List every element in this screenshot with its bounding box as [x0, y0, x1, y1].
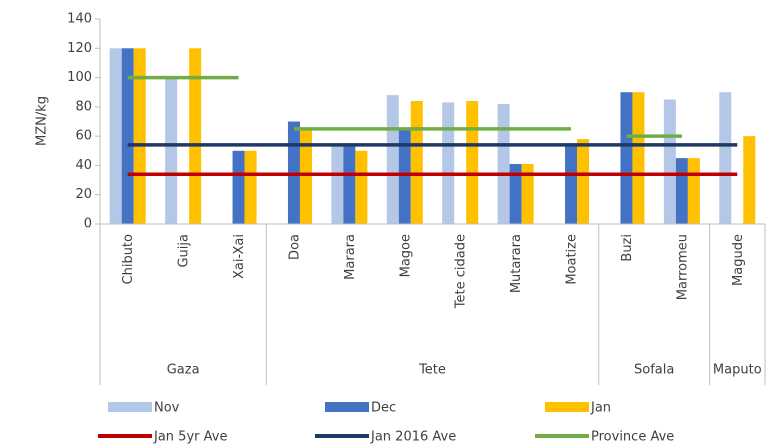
y-tick-label: 0: [84, 217, 92, 232]
legend-swatch: [545, 402, 589, 412]
y-axis-label: MZN/kg: [35, 96, 50, 146]
bar: [466, 101, 479, 224]
y-tick-label: 120: [67, 41, 92, 56]
x-tick-label: Buzi: [620, 234, 635, 262]
y-tick-label: 60: [75, 129, 92, 144]
x-tick-label: Magude: [731, 234, 746, 286]
bar: [232, 150, 245, 224]
bar: [331, 143, 344, 224]
group-label: Sofala: [634, 363, 674, 378]
bar: [521, 163, 534, 224]
y-tick-label: 80: [75, 99, 92, 114]
legend-label: Nov: [154, 401, 180, 416]
legend-label: Dec: [371, 401, 396, 416]
bar: [620, 92, 633, 224]
bar: [343, 143, 356, 224]
bar: [133, 48, 146, 225]
bar: [398, 128, 411, 224]
bar: [109, 48, 122, 225]
bar: [189, 48, 202, 225]
bar: [663, 99, 676, 224]
x-tick-label: Guija: [177, 234, 192, 268]
bar: [299, 128, 312, 224]
x-tick-label: Mutarara: [509, 234, 524, 293]
legend-label: Jan 2016 Ave: [370, 430, 456, 445]
legend-label: Province Ave: [591, 430, 674, 445]
x-tick-label: Moatize: [565, 234, 580, 285]
bar: [687, 158, 700, 224]
bar: [442, 102, 455, 224]
y-tick-label: 100: [67, 70, 92, 85]
bar: [565, 143, 578, 224]
group-label: Tete: [418, 363, 446, 378]
y-tick-label: 20: [75, 187, 92, 202]
y-tick-label: 40: [75, 158, 92, 173]
bar: [509, 163, 522, 224]
x-tick-label: Marromeu: [675, 234, 690, 300]
bar: [244, 150, 257, 224]
bar: [355, 150, 368, 224]
legend-label: Jan 5yr Ave: [153, 430, 227, 445]
bar: [497, 103, 510, 224]
y-tick-label: 140: [67, 12, 92, 27]
bar: [165, 77, 178, 224]
bar: [743, 136, 756, 224]
bar: [121, 48, 134, 225]
group-label: Maputo: [713, 363, 762, 378]
legend-swatch: [325, 402, 369, 412]
group-label: Gaza: [167, 363, 200, 378]
x-tick-label: Xai-Xai: [232, 234, 247, 279]
bar: [410, 101, 423, 224]
bar: [632, 92, 645, 224]
x-tick-label: Magoe: [398, 234, 413, 277]
x-tick-label: Marara: [343, 234, 358, 280]
x-tick-label: Doa: [287, 234, 302, 260]
legend-swatch: [108, 402, 152, 412]
bar: [577, 139, 590, 224]
bar: [675, 158, 688, 224]
x-tick-label: Tete cidade: [454, 234, 469, 309]
bar: [386, 95, 399, 225]
x-tick-label: Chibuto: [121, 234, 136, 285]
legend-label: Jan: [590, 401, 611, 416]
bar: [719, 92, 732, 224]
